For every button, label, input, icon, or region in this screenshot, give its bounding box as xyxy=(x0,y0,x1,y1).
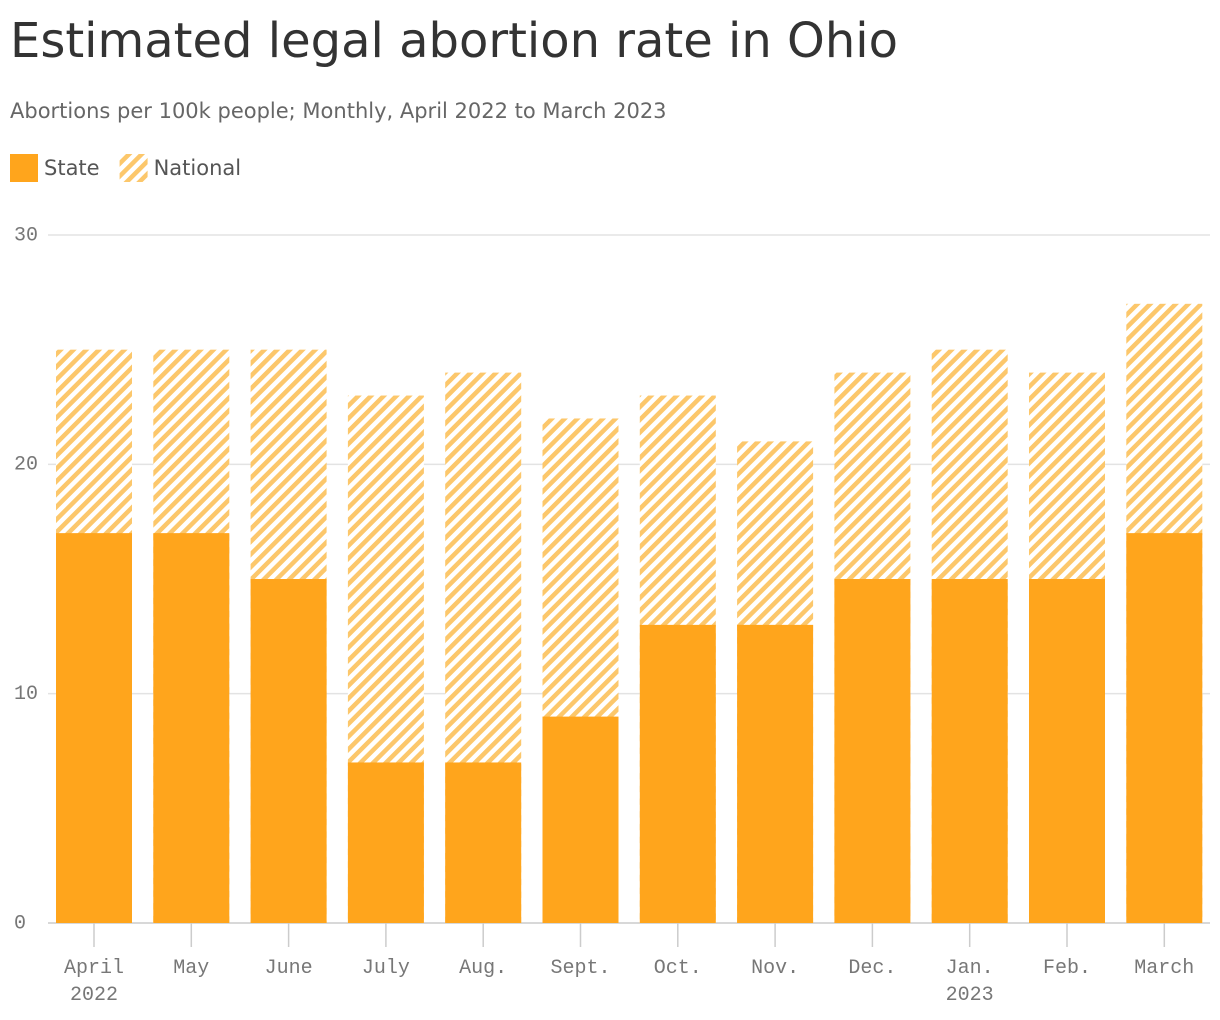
bar xyxy=(1029,579,1105,923)
legend-swatch xyxy=(10,154,38,182)
x-tick-label: May xyxy=(173,957,210,980)
bar xyxy=(834,579,911,923)
x-tick-label: Feb. xyxy=(1042,957,1091,980)
bar xyxy=(639,624,716,923)
bar xyxy=(737,624,814,923)
bar xyxy=(56,533,132,923)
bar xyxy=(1126,533,1203,923)
x-tick-label: Aug. xyxy=(459,957,508,980)
x-tick-label: Dec. xyxy=(848,957,897,980)
chart-title: Estimated legal abortion rate in Ohio xyxy=(10,13,898,69)
y-tick-label: 10 xyxy=(14,683,38,706)
legend-swatch xyxy=(119,154,148,182)
x-tick-label: June xyxy=(264,957,313,980)
x-tick-label: March xyxy=(1134,957,1195,980)
bar xyxy=(931,579,1008,923)
y-tick-label: 20 xyxy=(14,454,38,477)
bar xyxy=(542,716,619,923)
legend-label: State xyxy=(44,156,100,180)
legend-label: National xyxy=(154,156,242,180)
x-tick-label: Sept. xyxy=(550,957,611,980)
bar xyxy=(347,762,424,923)
bar xyxy=(445,762,522,923)
bar xyxy=(250,579,327,923)
bar xyxy=(153,533,230,923)
x-tick-label: Nov. xyxy=(751,957,800,980)
y-tick-label: 0 xyxy=(14,912,26,935)
x-tick-label: July xyxy=(361,957,410,980)
x-tick-label: Oct. xyxy=(653,957,702,980)
chart-subtitle: Abortions per 100k people; Monthly, Apri… xyxy=(10,99,667,123)
x-tick-label: Jan. 2023 xyxy=(945,957,994,1007)
y-tick-label: 30 xyxy=(14,224,38,247)
x-tick-label: April 2022 xyxy=(63,957,124,1007)
